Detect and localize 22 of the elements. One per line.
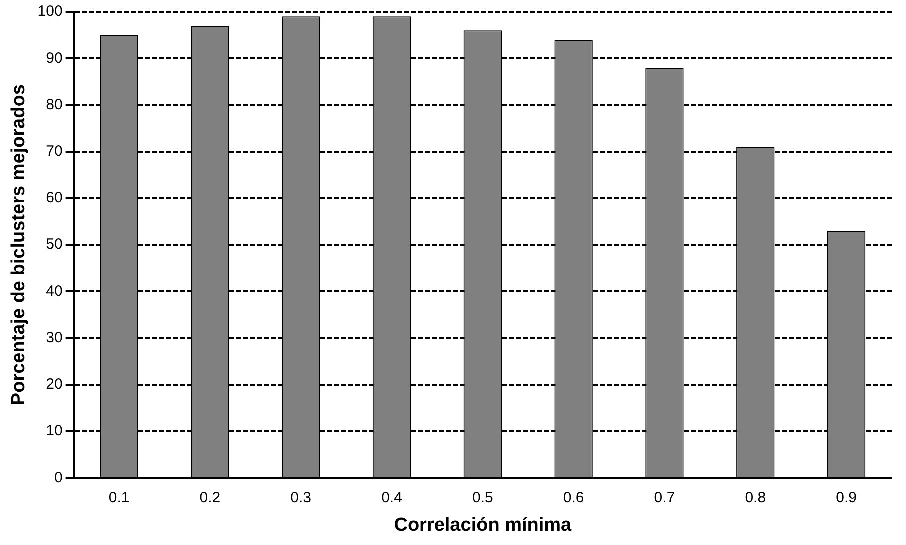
y-tick-label: 90 bbox=[46, 50, 63, 67]
x-axis-title: Correlación mínima bbox=[394, 514, 572, 536]
x-tick-label: 0.7 bbox=[654, 489, 676, 506]
y-tick-label: 70 bbox=[46, 143, 63, 160]
y-tick-label: 10 bbox=[46, 422, 63, 440]
y-tick-label: 100 bbox=[38, 3, 63, 20]
x-tick-label: 0.9 bbox=[836, 489, 857, 506]
y-tick-label: 60 bbox=[46, 190, 63, 207]
y-axis-title: Porcentaje de biclusters mejorados bbox=[8, 84, 30, 406]
x-tick-label: 0.6 bbox=[563, 489, 584, 506]
x-tick-label: 0.5 bbox=[472, 489, 494, 506]
y-tick-label: 50 bbox=[46, 236, 63, 254]
y-tick-label: 20 bbox=[46, 376, 63, 394]
x-tick-label: 0.8 bbox=[745, 489, 766, 506]
x-tick-label: 0.4 bbox=[382, 489, 402, 506]
x-tick-label: 0.1 bbox=[108, 489, 130, 506]
y-tick-label: 80 bbox=[46, 96, 63, 114]
y-tick-label: 30 bbox=[46, 329, 63, 346]
y-tick-label: 40 bbox=[46, 282, 63, 300]
x-tick-label: 0.3 bbox=[290, 489, 312, 506]
x-tick-label: 0.2 bbox=[200, 489, 221, 506]
y-tick-label: 0 bbox=[54, 469, 63, 486]
